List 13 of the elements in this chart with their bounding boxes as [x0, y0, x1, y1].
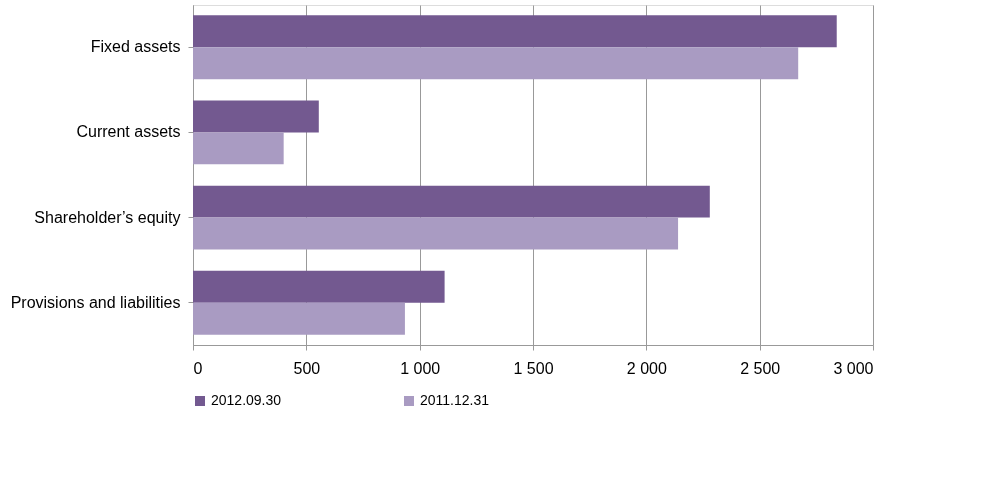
x-tick-label: 2 500 — [740, 359, 781, 377]
x-tick-label: 1 000 — [400, 359, 441, 377]
y-tick-label: Fixed assets — [90, 38, 181, 56]
x-tick-label: 2 000 — [626, 359, 667, 377]
y-tick-label: Current assets — [76, 123, 181, 141]
legend-label: 2012.09.30 — [211, 392, 282, 408]
x-tick-label: 0 — [193, 359, 203, 377]
y-tick-label: Provisions and liabilities — [10, 293, 181, 311]
legend-label: 2011.12.31 — [420, 392, 490, 408]
x-tick-label: 500 — [293, 359, 321, 377]
x-tick-label: 1 500 — [513, 359, 554, 377]
x-tick-label: 3 000 — [833, 359, 874, 377]
y-tick-label: Shareholder’s equity — [34, 208, 181, 226]
